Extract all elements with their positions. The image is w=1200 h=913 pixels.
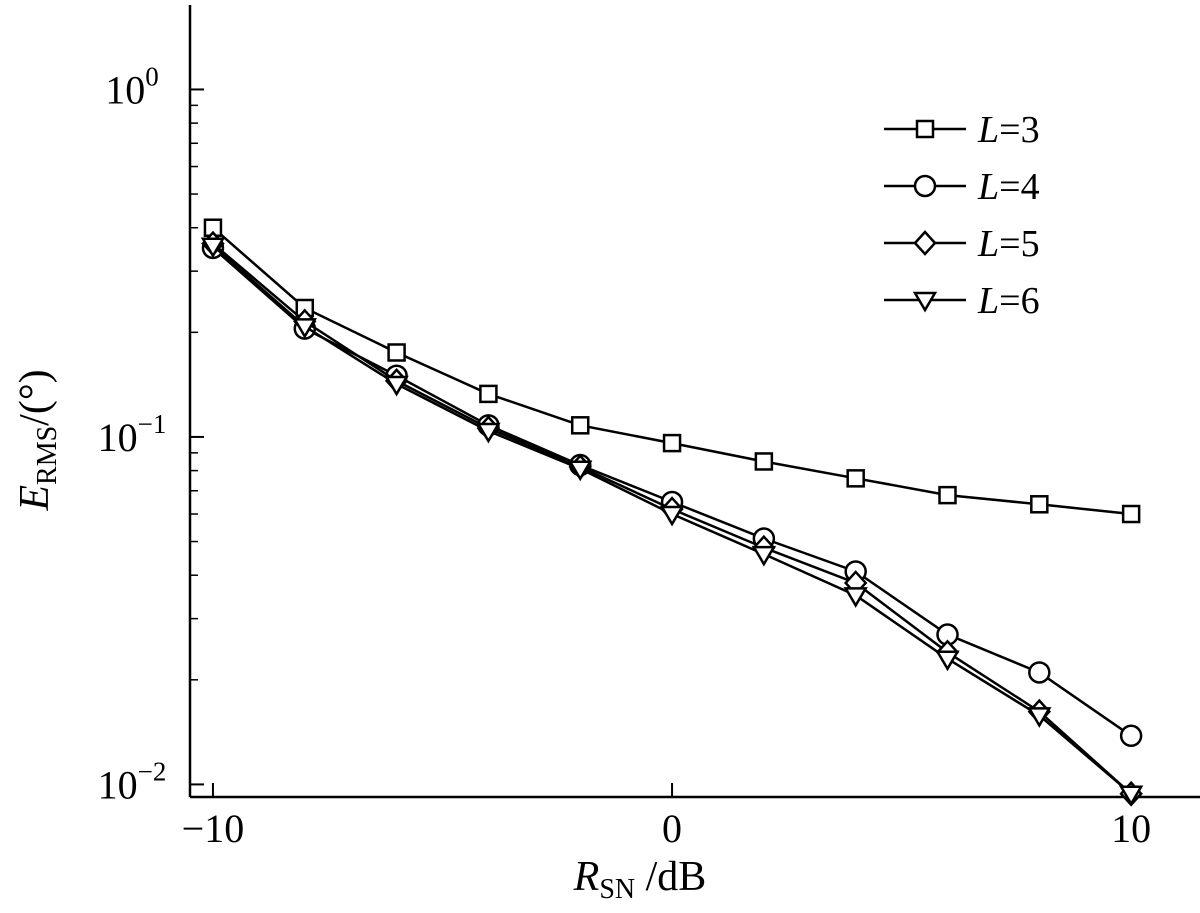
y-tick-label: 10−1	[98, 409, 167, 460]
series-4	[200, 237, 1144, 807]
data-point	[200, 237, 226, 259]
series-layer	[200, 218, 1144, 807]
y-tick-label: 10−2	[98, 756, 167, 807]
data-point	[387, 343, 406, 362]
x-tick-label: 0	[662, 806, 682, 851]
series-1	[203, 218, 1141, 524]
data-point	[846, 469, 865, 488]
legend-marker	[915, 119, 935, 139]
x-axis-label: RSN /dB	[573, 854, 707, 905]
data-point	[479, 384, 498, 404]
data-point	[751, 545, 777, 567]
legend-marker	[913, 230, 937, 256]
legend-label: L=3	[977, 109, 1040, 151]
data-point	[938, 485, 957, 505]
legend-label: L=6	[977, 280, 1040, 322]
legend: L=3 L=4 L=5 L=6	[884, 109, 1040, 322]
data-point	[476, 422, 501, 444]
legend-marker	[913, 174, 937, 198]
data-point	[384, 375, 409, 397]
x-ticks: −10 0 10	[182, 783, 1151, 851]
data-point	[568, 460, 593, 482]
x-tick-label: 10	[1111, 806, 1151, 851]
data-point	[1118, 785, 1144, 807]
axes	[188, 5, 1200, 799]
legend-item: L=3	[884, 109, 1040, 151]
data-point	[1119, 724, 1143, 748]
data-point	[1121, 504, 1141, 524]
y-axis-label: ERMS/(°)	[12, 369, 63, 511]
data-point	[1027, 707, 1052, 728]
y-ticks: 100 10−1 10−2	[98, 61, 204, 807]
data-point	[935, 650, 960, 672]
data-point	[292, 318, 317, 339]
data-point	[662, 433, 682, 453]
data-point	[1028, 661, 1051, 684]
data-point	[843, 587, 868, 608]
legend-item: L=4	[884, 166, 1040, 208]
legend-item: L=6	[884, 280, 1040, 322]
legend-item: L=5	[884, 223, 1040, 265]
data-point	[754, 452, 774, 471]
data-point	[659, 505, 685, 527]
series-line	[212, 226, 1132, 516]
data-point	[1030, 495, 1049, 514]
y-tick-label: 100	[105, 61, 159, 112]
data-point	[570, 416, 590, 435]
legend-label: L=4	[977, 166, 1040, 208]
legend-label: L=5	[977, 223, 1040, 265]
legend-marker	[912, 291, 938, 313]
x-tick-label: −10	[182, 806, 245, 851]
